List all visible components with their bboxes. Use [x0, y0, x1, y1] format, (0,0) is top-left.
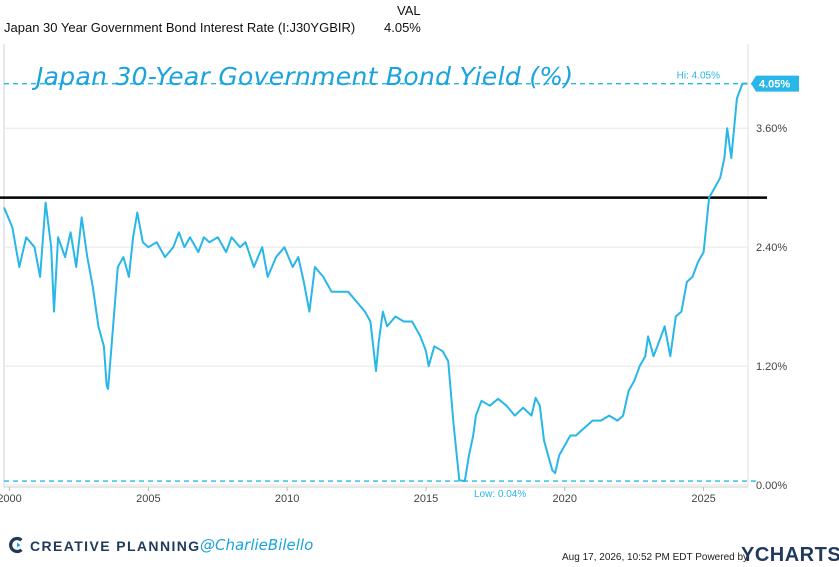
series-line-jgb30y — [3, 82, 748, 483]
x-tick-label: 2010 — [275, 493, 299, 505]
x-tick-label: 2000 — [0, 493, 22, 505]
grid-lines — [3, 44, 749, 491]
x-tick-label: 2025 — [691, 493, 715, 505]
x-tick-label: 2005 — [136, 493, 160, 505]
chart-labels: 0.00% 1.20% 2.40% 3.60% 2000 2005 2010 2015 2020… — [0, 71, 799, 505]
latest-value: 4.05% — [384, 20, 421, 35]
y-tick-label: 2.40% — [756, 242, 787, 254]
column-header: VAL — [397, 3, 421, 18]
chart-title: Japan 30-Year Government Bond Yield (%) — [36, 62, 574, 91]
series-name[interactable]: Japan 30 Year Government Bond Interest R… — [4, 20, 356, 35]
low-label: Low: 0.04% — [474, 489, 526, 500]
last-value-flag — [751, 75, 799, 92]
author-handle[interactable]: @CharlieBilello — [200, 536, 314, 554]
reference-lines — [0, 82, 767, 482]
creative-planning-logo-icon — [9, 536, 23, 554]
y-tick-label: 0.00% — [756, 480, 787, 492]
brand-name: CREATIVE PLANNING — [30, 538, 201, 554]
last-value-label: 4.05% — [759, 79, 790, 91]
hi-label: Hi: 4.05% — [677, 71, 720, 82]
y-tick-label: 1.20% — [756, 361, 787, 373]
ycharts-logo[interactable]: YCHARTS — [741, 544, 839, 566]
x-tick-label: 2020 — [553, 493, 577, 505]
y-tick-label: 3.60% — [756, 123, 787, 135]
x-tick-label: 2015 — [414, 493, 438, 505]
timestamp: Aug 17, 2026, 10:52 PM EDT Powered by — [562, 552, 749, 563]
